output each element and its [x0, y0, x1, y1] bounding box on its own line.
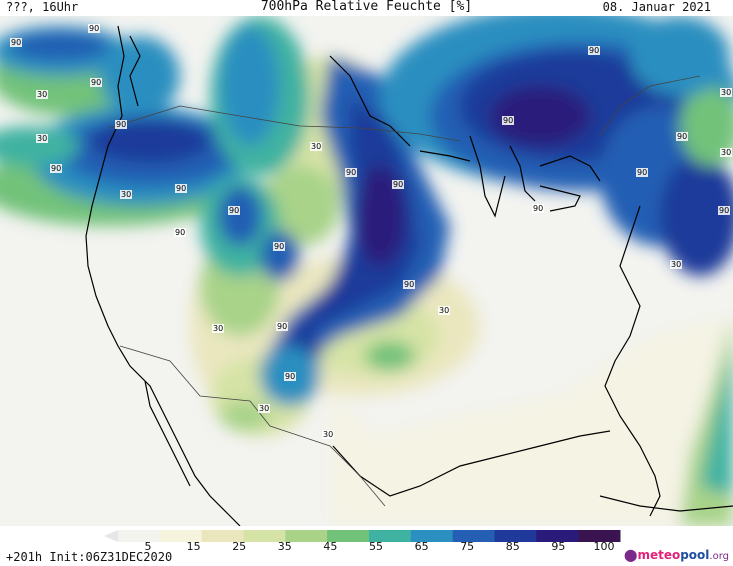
legend-lower-arrow: [104, 530, 118, 542]
contour-label: 90: [502, 116, 515, 125]
forecast-date: 08. Januar 2021: [602, 0, 711, 14]
legend-tick-label: 85: [505, 540, 520, 553]
map-title: 700hPa Relative Feuchte [%]: [260, 0, 473, 14]
legend-swatch: [536, 530, 579, 542]
legend-tick-label: 35: [277, 540, 292, 553]
meteopool-logo[interactable]: ⬤meteopool.org: [624, 548, 729, 562]
contour-label: 90: [90, 78, 103, 87]
contour-label: 90: [403, 280, 416, 289]
legend-tick-label: 55: [369, 540, 383, 553]
legend-swatch: [452, 530, 495, 542]
contour-label: 90: [588, 46, 601, 55]
contour-label: 30: [720, 148, 733, 157]
contour-label: 90: [532, 204, 545, 213]
legend-swatch: [159, 530, 203, 542]
contour-label: 30: [36, 134, 49, 143]
legend-tick-label: 65: [414, 540, 429, 553]
legend-tick-label: 45: [323, 540, 338, 553]
legend-swatch: [369, 530, 412, 542]
contour-label: 30: [438, 306, 451, 315]
contour-label: 90: [636, 168, 649, 177]
contour-label: 90: [676, 132, 689, 141]
legend-swatch: [494, 530, 537, 542]
contour-label: 90: [10, 38, 23, 47]
contour-label: 30: [310, 142, 323, 151]
init-run-label: +201h Init:06Z31DEC2020: [6, 550, 173, 564]
contour-label: 30: [36, 90, 49, 99]
color-legend: [0, 527, 733, 566]
contour-label: 30: [258, 404, 271, 413]
contour-label: 30: [120, 190, 133, 199]
contour-label: 90: [174, 228, 187, 237]
contour-label: 90: [345, 168, 358, 177]
contour-label: 30: [322, 430, 335, 439]
contour-label: 90: [392, 180, 405, 189]
contour-label: 90: [50, 164, 63, 173]
legend-swatch: [201, 530, 244, 542]
contour-label: 90: [718, 206, 731, 215]
contour-label: 90: [115, 120, 128, 129]
humidity-field: [0, 16, 733, 526]
contour-label: 90: [273, 242, 286, 251]
legend-swatch: [243, 530, 286, 542]
legend-swatch: [410, 530, 454, 542]
contour-label: 90: [228, 206, 241, 215]
legend-tick-label: 100: [593, 540, 615, 553]
contour-label: 30: [670, 260, 683, 269]
legend-tick-label: 25: [232, 540, 247, 553]
legend-swatch: [118, 530, 161, 542]
legend-tick-label: 5: [144, 540, 152, 553]
borders: [109, 75, 701, 507]
legend-swatch: [285, 530, 328, 542]
legend-tick-label: 75: [460, 540, 475, 553]
legend-swatch: [578, 530, 621, 542]
legend-swatch: [327, 530, 370, 542]
contour-label: 90: [88, 24, 101, 33]
legend-tick-label: 15: [186, 540, 201, 553]
contour-label: 90: [284, 372, 297, 381]
forecast-time-label: ???, 16Uhr: [6, 0, 79, 14]
contour-label: 90: [175, 184, 188, 193]
contour-label: 30: [720, 88, 733, 97]
contour-label: 90: [276, 322, 289, 331]
humidity-map: 90 90 90 90 30 30 90 90 30 90 90 90 90 30 90 90 90 90 30 30…: [0, 16, 733, 526]
logo-pin-icon: ⬤: [624, 548, 638, 562]
legend-tick-label: 95: [551, 540, 566, 553]
contour-label: 30: [212, 324, 225, 333]
